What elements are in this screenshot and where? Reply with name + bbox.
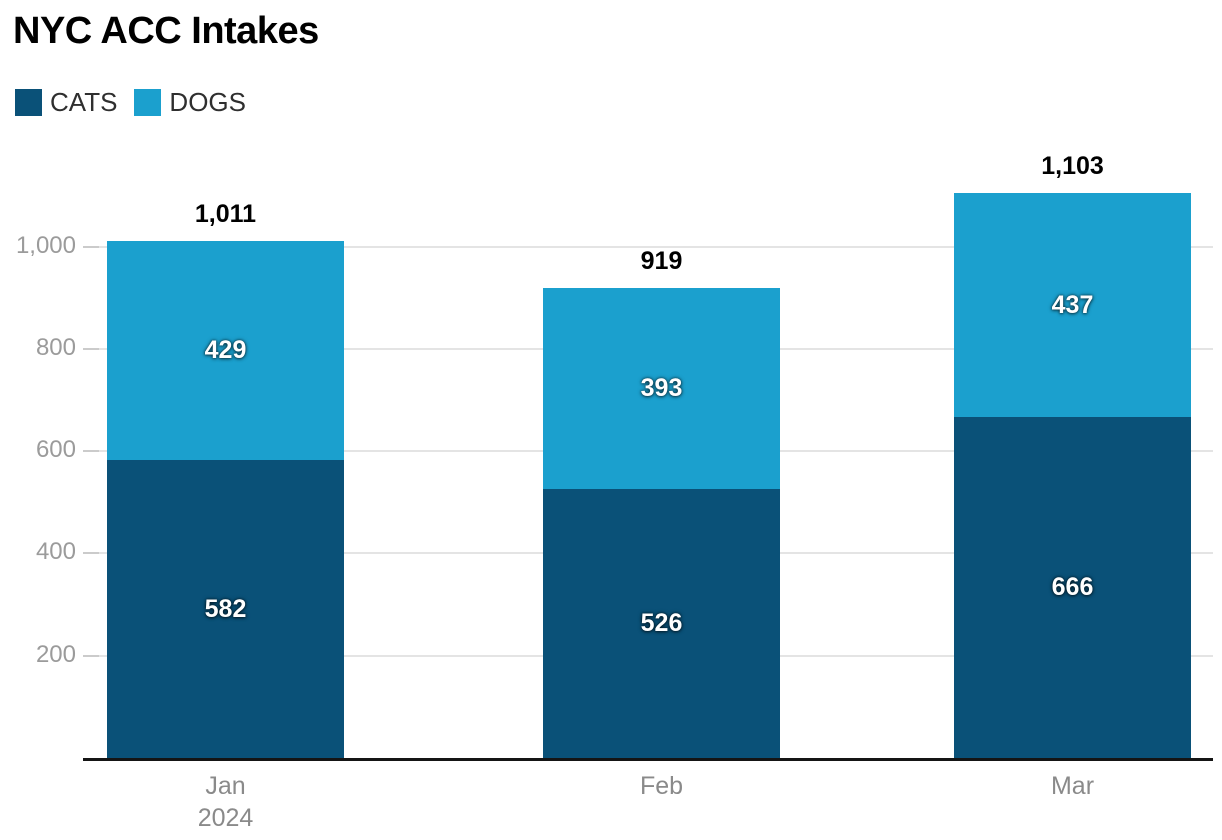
dogs-value-label-feb: 393 [640,374,683,402]
bar-segment-cats-feb[interactable]: 526 [543,489,780,758]
y-tick-1000 [83,246,99,248]
bar-segment-cats-jan[interactable]: 582 [107,460,344,758]
total-label-mar: 1,103 [1041,152,1104,180]
x-axis-label-feb: Feb [639,772,684,800]
dogs-swatch-icon [134,89,162,116]
gridline-1000 [83,246,1213,248]
x-axis-label-jan: Jan [205,772,246,800]
x-axis-year-label: 2024 [197,804,254,832]
cats-value-label-mar: 666 [1051,573,1094,601]
legend: CATS DOGS [15,87,246,118]
cats-value-label-feb: 526 [640,609,683,637]
y-tick-800 [83,348,99,350]
cats-swatch-icon [15,89,42,116]
y-axis-label-1000: 1,000 [15,232,76,259]
bar-segment-dogs-feb[interactable]: 393 [543,288,780,489]
x-axis-line [83,758,1213,761]
dogs-value-label-mar: 437 [1051,290,1094,319]
y-tick-200 [83,655,99,657]
dogs-value-label-jan: 429 [204,336,247,364]
y-axis-label-400: 400 [35,538,76,565]
y-axis-label-200: 200 [35,641,76,668]
total-label-feb: 919 [640,247,683,275]
legend-item-dogs: DOGS [134,87,246,118]
legend-label-cats: CATS [50,87,118,117]
y-tick-400 [83,552,99,554]
legend-item-cats: CATS [15,87,117,118]
y-tick-600 [83,450,99,452]
total-label-jan: 1,011 [194,200,257,228]
chart-title: NYC ACC Intakes [13,10,319,52]
cats-value-label-jan: 582 [204,594,247,623]
y-axis-label-800: 800 [35,334,76,361]
bar-segment-dogs-mar[interactable]: 437 [954,193,1191,417]
legend-label-dogs: DOGS [169,87,246,117]
bar-segment-cats-mar[interactable]: 666 [954,417,1191,758]
y-axis-label-600: 600 [35,436,76,463]
bar-segment-dogs-jan[interactable]: 429 [107,241,344,460]
x-axis-label-mar: Mar [1050,772,1095,800]
